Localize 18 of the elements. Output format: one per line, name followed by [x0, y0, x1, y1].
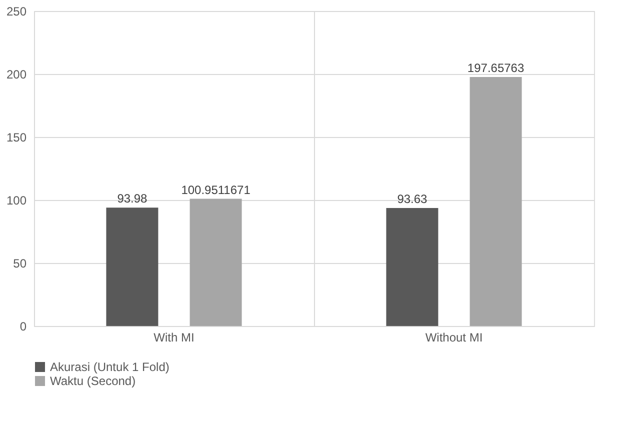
- data-label: 93.63: [397, 192, 428, 206]
- x-tick-label: With MI: [154, 330, 194, 344]
- y-tick-label: 0: [20, 320, 27, 334]
- y-tick-label: 100: [6, 194, 27, 208]
- data-label: 197.65763: [467, 60, 524, 75]
- bar: [470, 76, 522, 326]
- bar: [190, 198, 242, 326]
- bar: [386, 208, 438, 326]
- data-label: 93.98: [117, 192, 148, 206]
- x-tick-label: Without MI: [425, 330, 483, 344]
- y-tick-label: 250: [6, 4, 27, 18]
- bar: [106, 208, 158, 326]
- y-tick-label: 150: [6, 130, 27, 144]
- data-label: 100.9511671: [181, 182, 251, 197]
- legend-label: Akurasi (Untuk 1 Fold): [50, 360, 170, 374]
- legend-label: Waktu (Second): [50, 374, 136, 388]
- y-tick-label: 50: [13, 256, 27, 270]
- y-tick-label: 200: [6, 68, 27, 82]
